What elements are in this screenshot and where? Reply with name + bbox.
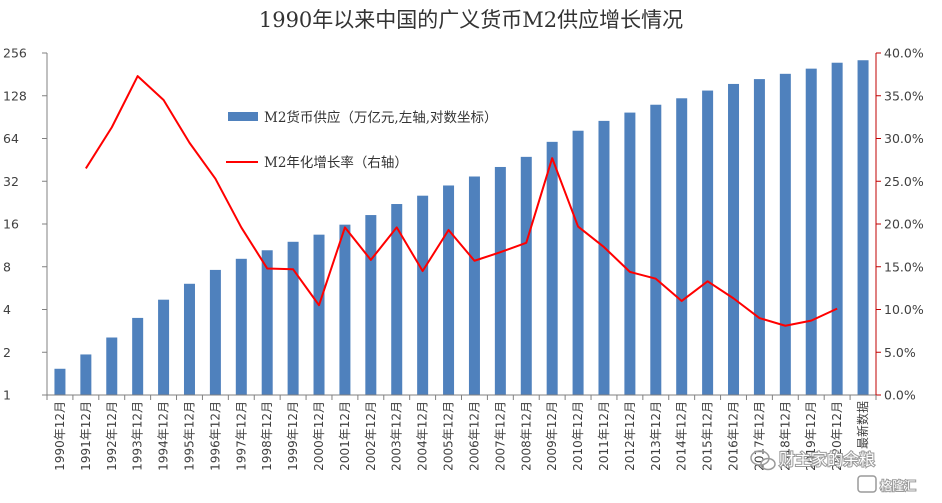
left-tick-label: 32 [3,174,19,189]
right-tick-label: 10.0% [884,302,924,317]
bar [676,98,688,395]
watermark: 财主家的余粮 格隆汇 [750,449,917,494]
left-tick-label: 256 [3,46,27,61]
x-tick-label: 2000年12月 [312,401,326,471]
left-tick-label: 1 [3,388,11,403]
x-tick-label: 2017年12月 [752,401,766,471]
bar [624,112,636,395]
bar [132,317,144,395]
left-tick-label: 64 [3,131,19,146]
bar [728,83,740,395]
bar [287,241,299,395]
bar [106,337,118,395]
bar [753,79,765,395]
x-tick-label: 2011年12月 [597,401,611,471]
x-tick-label: 1993年12月 [131,401,145,471]
right-tick-label: 5.0% [884,345,916,360]
bar [468,176,480,395]
right-tick-label: 30.0% [884,131,924,146]
right-tick-label: 35.0% [884,88,924,103]
x-tick-label: 1991年12月 [79,401,93,471]
right-tick-label: 40.0% [884,46,924,61]
watermark-text: 财主家的余粮 [779,450,875,469]
bar [572,130,584,396]
x-tick-label: 1995年12月 [182,401,196,471]
wechat-icon [750,450,776,471]
x-tick-label: 2018年12月 [778,401,792,471]
left-tick-label: 16 [3,217,19,232]
bar [598,120,610,395]
legend-swatch-bar [228,112,258,121]
x-tick-label: 2015年12月 [701,401,715,471]
x-tick-label: 2002年12月 [364,401,378,471]
x-tick-label: 2006年12月 [467,401,481,471]
bar [520,156,532,395]
x-tick-label: 1999年12月 [286,401,300,471]
bar [365,215,377,395]
bar [650,104,662,395]
x-tick-label: 1998年12月 [260,401,274,471]
bar [54,368,66,395]
x-tick-label: 2004年12月 [416,401,430,471]
left-tick-label: 2 [3,345,11,360]
growth-rate-line [85,75,838,327]
legend-label-bar: M2货币供应（万亿元,左轴,对数坐标） [264,109,498,126]
x-tick-label: 2019年12月 [804,401,818,471]
x-tick-label: 2003年12月 [390,401,404,471]
logo-icon [857,475,877,493]
bar [831,62,843,395]
x-tick-label: 1997年12月 [234,401,248,471]
x-tick-label: 1994年12月 [157,401,171,471]
right-tick-label: 0.0% [884,388,916,403]
bar [80,354,92,395]
right-tick-label: 15.0% [884,259,924,274]
right-tick-label: 25.0% [884,174,924,189]
x-tick-label: 2013年12月 [649,401,663,471]
axes-layer: 1 2 4 8 16 32 64 128 256 0.0% 5.0% 10.0% 15.0% 20.0% 2… [3,46,924,471]
chart-title: 1990年以来中国的广义货币M2供应增长情况 [259,8,683,32]
right-tick-label: 20.0% [884,217,924,232]
left-tick-label: 4 [3,302,11,317]
x-tick-label: 2008年12月 [519,401,533,471]
bar [546,141,558,395]
bar [158,299,170,395]
bar [417,195,429,395]
x-tick-label: 2014年12月 [675,401,689,471]
bar [261,250,273,395]
bar [183,283,195,395]
x-tick-label: 2001年12月 [338,401,352,471]
bar [209,269,221,395]
bar [443,185,455,395]
left-tick-label: 128 [3,88,27,103]
bar [494,166,506,395]
bar [391,204,403,395]
x-tick-label: 2009年12月 [545,401,559,471]
x-tick-label: 2005年12月 [442,401,456,471]
x-tick-label: 最新数据 [855,401,870,449]
legend-label-line: M2年化增长率（右轴） [264,154,408,171]
bar [702,90,714,395]
x-tick-label: 1990年12月 [53,401,67,471]
bar [857,60,869,396]
logo-text: 格隆汇 [880,478,916,493]
x-tick-label: 2012年12月 [623,401,637,471]
x-tick-label: 2016年12月 [727,401,741,471]
bar [805,68,817,395]
line-layer [85,75,838,327]
bar [313,234,325,395]
bar [235,258,247,395]
bar [339,224,351,395]
x-tick-label: 1996年12月 [208,401,222,471]
x-tick-label: 2020年12月 [830,401,844,471]
x-tick-label: 2007年12月 [493,401,507,471]
bar [779,73,791,395]
x-tick-label: 2010年12月 [571,401,585,471]
legend: M2货币供应（万亿元,左轴,对数坐标） M2年化增长率（右轴） [226,109,498,171]
x-tick-label: 1992年12月 [105,401,119,471]
bars-layer [54,60,869,396]
left-tick-label: 8 [3,259,11,274]
